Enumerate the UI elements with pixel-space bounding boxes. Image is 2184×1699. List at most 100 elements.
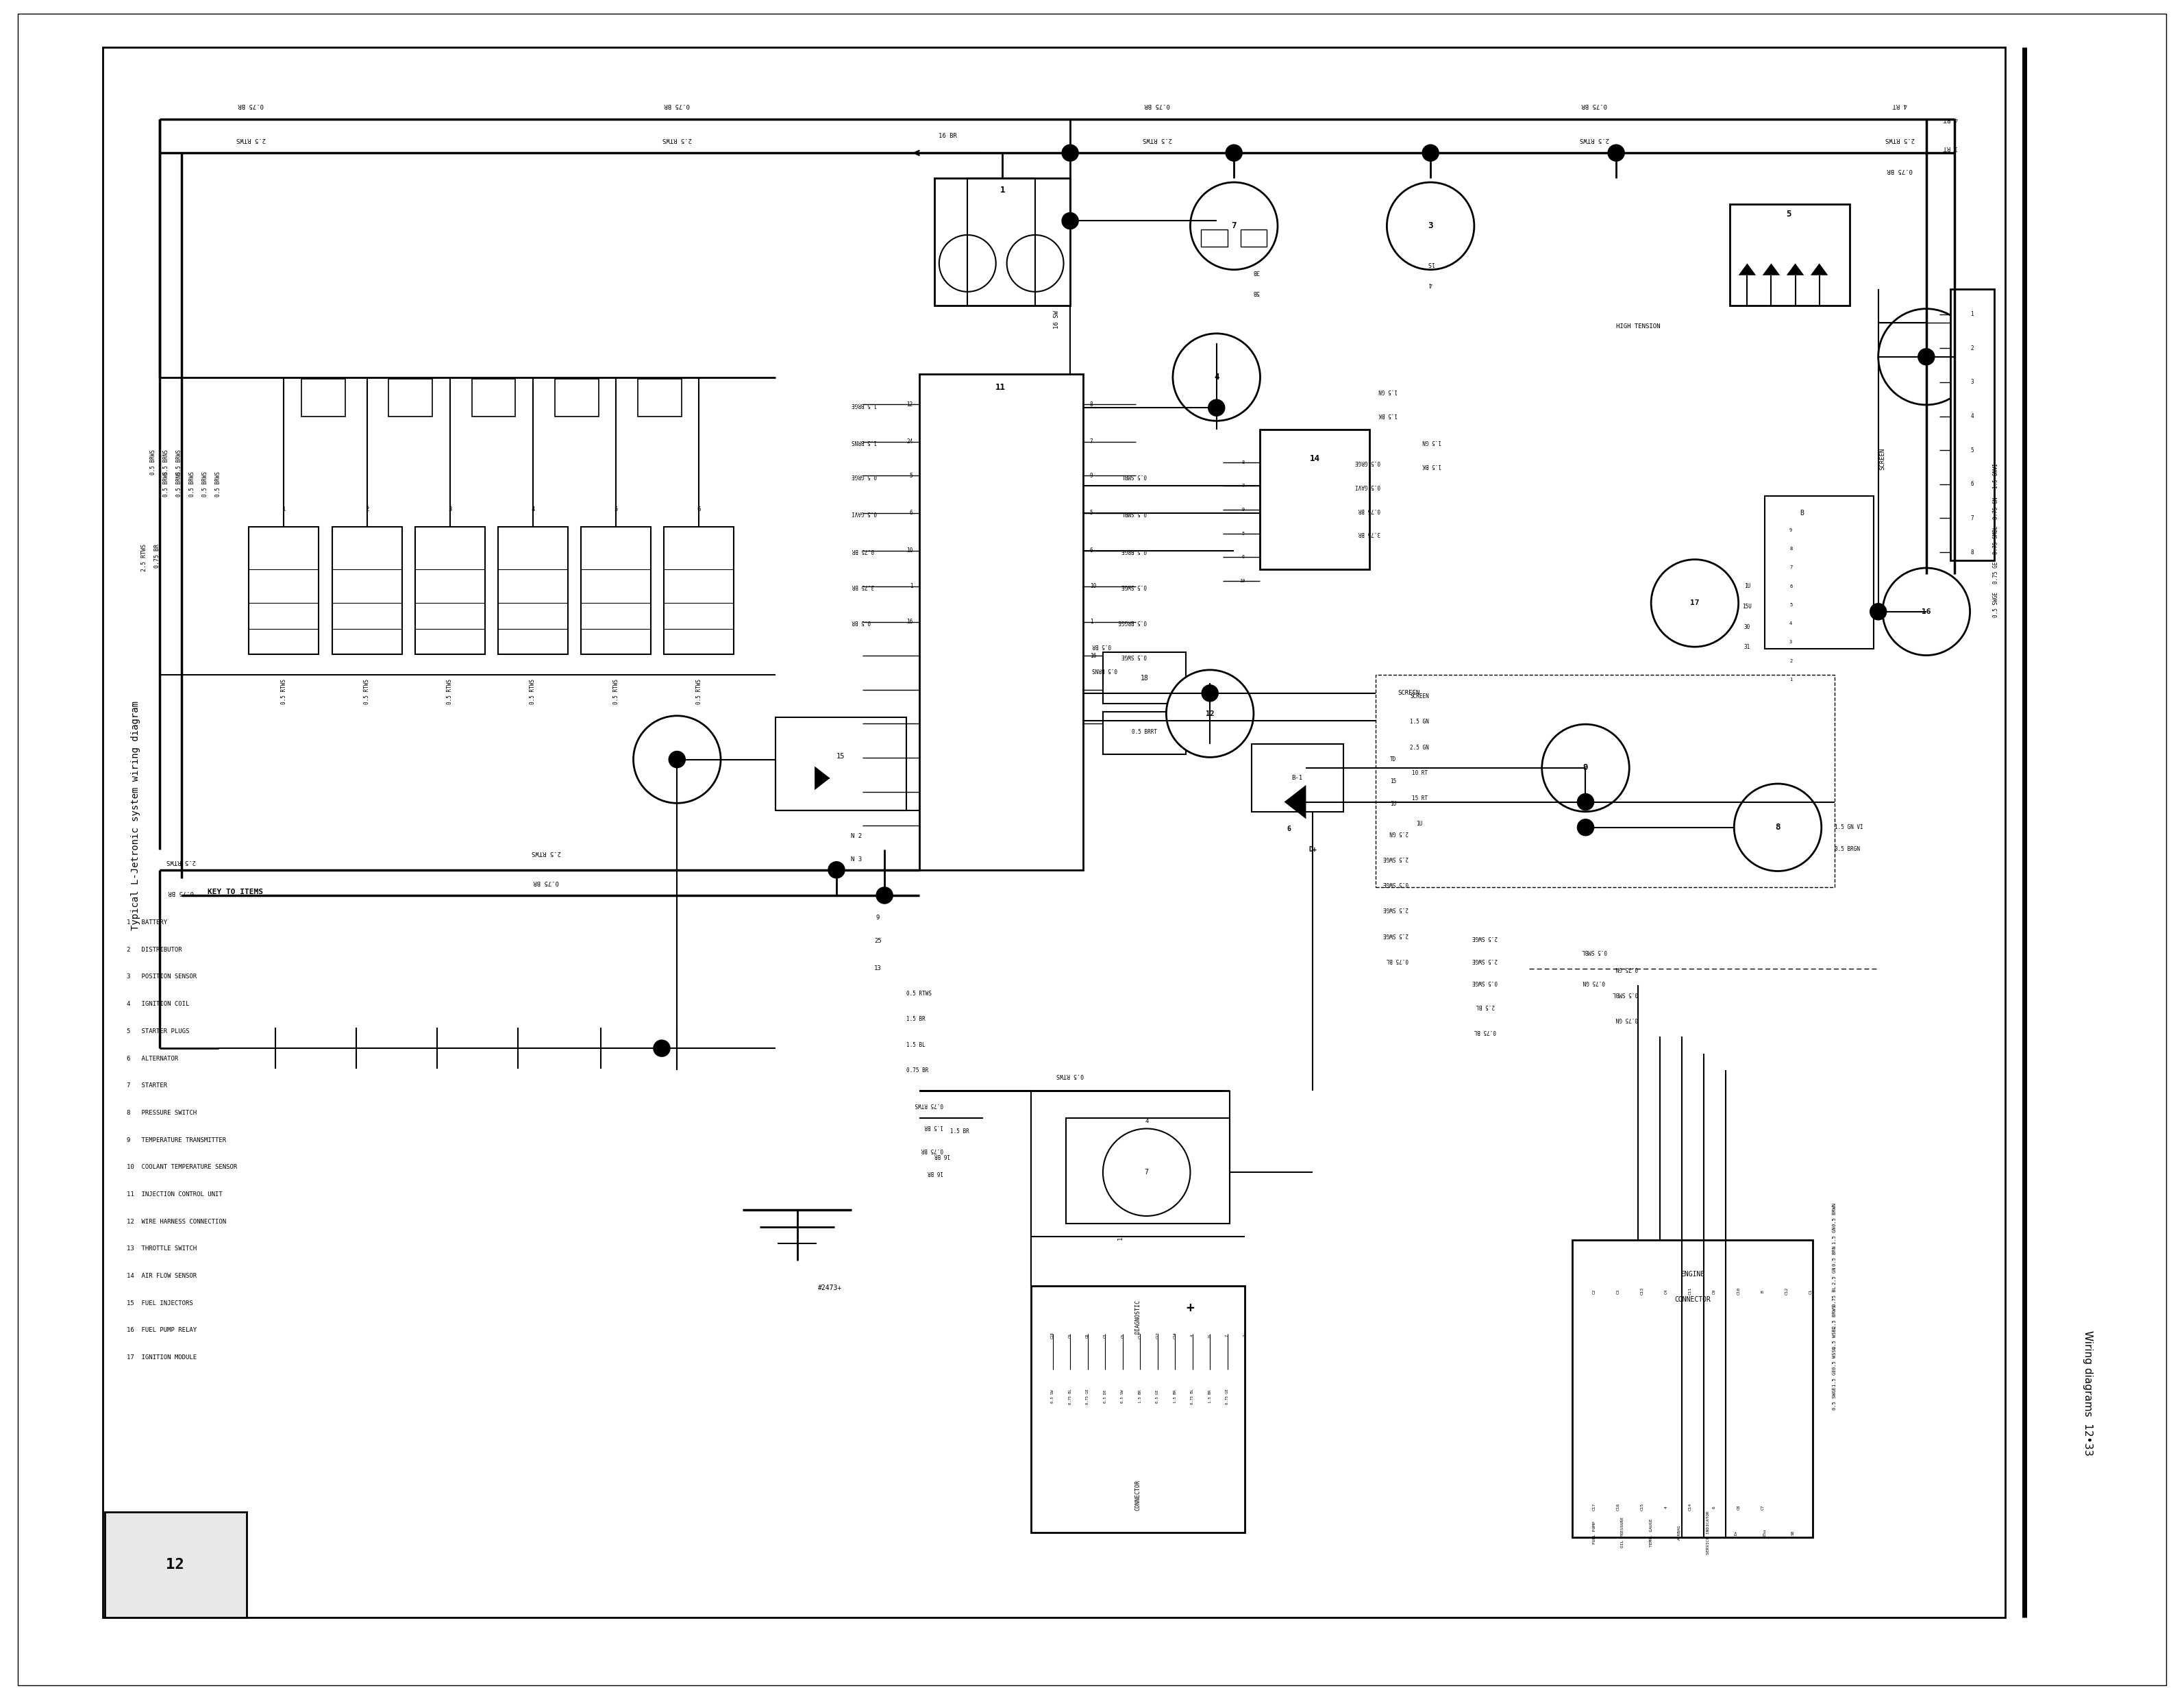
Text: 0.75 GN: 0.75 GN (1994, 496, 1998, 520)
Text: 2.5 BRWS: 2.5 BRWS (1832, 1305, 1837, 1329)
Text: 6: 6 (1712, 1505, 1717, 1509)
Text: 2: 2 (1789, 659, 1793, 663)
Text: 0.5 BRWS: 0.5 BRWS (216, 472, 221, 496)
Text: 1: 1 (1090, 618, 1092, 625)
Text: 15: 15 (1391, 778, 1396, 785)
Text: 31: 31 (1745, 644, 1749, 651)
Text: 0.5 SMBL: 0.5 SMBL (1120, 510, 1147, 516)
Text: 16 BR: 16 BR (935, 1152, 950, 1159)
Text: 12: 12 (166, 1558, 183, 1572)
Text: 0.75 BR: 0.75 BR (906, 1067, 928, 1074)
Text: SCREEN: SCREEN (1880, 447, 1885, 471)
Bar (935, 178, 1070, 306)
Text: 25: 25 (874, 938, 882, 945)
Bar (1950, 289, 1994, 561)
Bar (775, 717, 906, 810)
Text: DIAGNOSTIC: DIAGNOSTIC (1136, 1300, 1140, 1334)
Text: 5B: 5B (1251, 289, 1260, 296)
Text: 4: 4 (1789, 622, 1793, 625)
Text: 13  THROTTLE SWITCH: 13 THROTTLE SWITCH (127, 1245, 197, 1252)
Text: 1: 1 (1789, 678, 1793, 681)
Text: C1: C1 (1808, 1288, 1813, 1295)
Text: 0.75 GE: 0.75 GE (1994, 561, 1998, 584)
Text: C17: C17 (1592, 1504, 1597, 1510)
Circle shape (1878, 309, 1974, 404)
Text: 0.75 BR: 0.75 BR (168, 889, 194, 895)
Text: 7   STARTER: 7 STARTER (127, 1082, 168, 1089)
Text: 0.5 BRRT: 0.5 BRRT (1131, 729, 1158, 736)
Text: 0.75 BR: 0.75 BR (922, 1147, 943, 1154)
Text: 9: 9 (1243, 508, 1245, 511)
Bar (1241, 229, 1267, 246)
Text: 1: 1 (1118, 1237, 1123, 1240)
Text: FUEL PUMP: FUEL PUMP (1592, 1521, 1597, 1544)
Text: 0.75 BL: 0.75 BL (1068, 1388, 1072, 1405)
Text: 16 BR: 16 BR (928, 1169, 943, 1176)
Bar (1201, 229, 1227, 246)
Text: 0.5 GE: 0.5 GE (1155, 1390, 1160, 1403)
Text: 1S: 1S (1426, 260, 1435, 267)
Text: C16: C16 (1616, 1504, 1621, 1510)
Text: N 2: N 2 (850, 833, 863, 839)
Text: 0.5 RTWS: 0.5 RTWS (906, 991, 933, 997)
Text: 8: 8 (1243, 460, 1245, 464)
Text: 4 RT: 4 RT (1944, 116, 1957, 122)
Circle shape (1870, 603, 1887, 620)
Text: 0.5 RTWS: 0.5 RTWS (1057, 1072, 1083, 1079)
Text: 0.5 GRGE: 0.5 GRGE (1354, 459, 1380, 466)
Text: C15: C15 (1640, 1504, 1645, 1510)
Text: 9: 9 (876, 914, 880, 921)
Text: #2473+: #2473+ (817, 1284, 843, 1291)
Text: 11  INJECTION CONTROL UNIT: 11 INJECTION CONTROL UNIT (127, 1191, 223, 1198)
Text: 8: 8 (1090, 401, 1092, 408)
Text: 7: 7 (1144, 1169, 1149, 1176)
Text: 15U: 15U (1743, 603, 1752, 610)
Bar (1376, 675, 1835, 887)
Text: 1.5 BR: 1.5 BR (1173, 1390, 1177, 1403)
Text: 7: 7 (1232, 221, 1236, 231)
Text: 0.5 GRGE: 0.5 GRGE (852, 472, 878, 479)
Text: 0.75 BR: 0.75 BR (1581, 102, 1607, 109)
Text: 1U: 1U (1745, 583, 1749, 590)
Text: 5: 5 (911, 472, 913, 479)
Text: 0.75 BR: 0.75 BR (664, 102, 690, 109)
Text: C14: C14 (1688, 1504, 1693, 1510)
Text: 9: 9 (1090, 472, 1092, 479)
Text: 0.5 BRWS: 0.5 BRWS (190, 472, 194, 496)
Text: 0.5 BRWS: 0.5 BRWS (203, 472, 207, 496)
Text: 16 SW: 16 SW (1055, 311, 1059, 328)
Text: 4: 4 (1664, 1505, 1669, 1509)
Text: 2.5 RTWS: 2.5 RTWS (142, 544, 146, 571)
Bar (1103, 652, 1186, 703)
Text: 8: 8 (1776, 822, 1780, 833)
Text: 3: 3 (448, 506, 452, 513)
Text: 0.75 BR: 0.75 BR (1358, 506, 1380, 513)
Text: 6: 6 (1243, 556, 1245, 559)
Bar (919, 374, 1083, 870)
Text: 1.5 BL: 1.5 BL (906, 1041, 926, 1048)
Text: 0.75 BL: 0.75 BL (1832, 1286, 1837, 1307)
Text: 10 RT: 10 RT (1411, 770, 1428, 776)
Circle shape (1883, 567, 1970, 656)
Text: 7: 7 (1090, 438, 1092, 445)
Text: 0.75 BL: 0.75 BL (1474, 1028, 1496, 1035)
Text: C7: C7 (1760, 1504, 1765, 1510)
Text: 0.5 BRWN: 0.5 BRWN (1832, 1203, 1837, 1227)
Text: 5: 5 (1789, 603, 1793, 607)
Text: 17: 17 (1690, 600, 1699, 607)
Text: 9   TEMPERATURE TRANSMITTER: 9 TEMPERATURE TRANSMITTER (127, 1137, 227, 1143)
Text: 0.5 RTWS: 0.5 RTWS (282, 680, 286, 703)
Circle shape (1577, 819, 1594, 836)
Circle shape (1734, 783, 1821, 872)
Text: ENGINE: ENGINE (1679, 1271, 1706, 1278)
Text: SCREEN: SCREEN (1411, 693, 1428, 700)
Bar (332, 527, 402, 654)
Text: C2: C2 (1592, 1288, 1597, 1295)
Circle shape (1208, 399, 1225, 416)
Text: 9: 9 (1583, 763, 1588, 773)
Text: 2.5 SWGE: 2.5 SWGE (1382, 931, 1409, 938)
Text: 12: 12 (906, 401, 913, 408)
Text: 0.5 RTWS: 0.5 RTWS (448, 680, 452, 703)
Text: 18: 18 (1140, 675, 1149, 681)
Text: 3.75 BR: 3.75 BR (852, 583, 874, 590)
